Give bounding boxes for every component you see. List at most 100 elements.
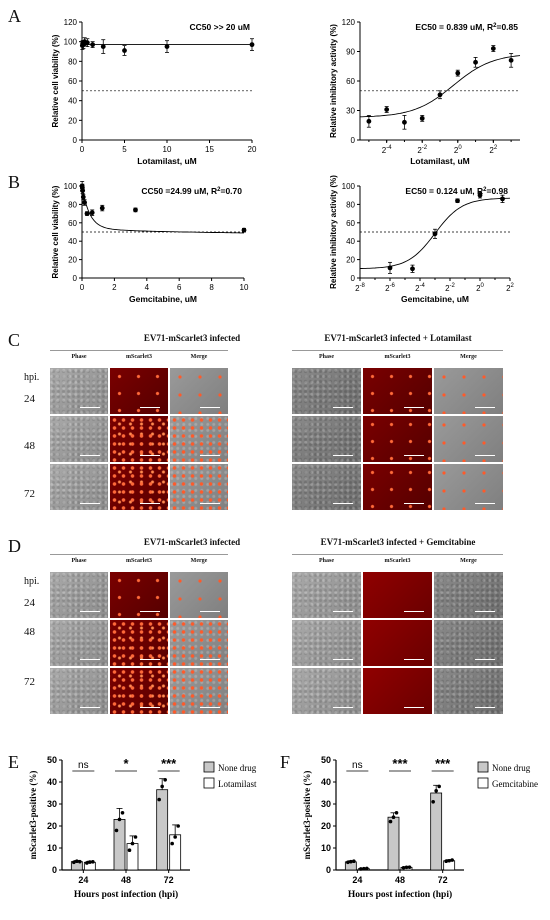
panel-c-left-merge-image xyxy=(170,416,228,462)
B-right-xtick-label: 20 xyxy=(476,283,484,293)
B-left-ytick-label: 100 xyxy=(64,182,78,191)
panel-c-left-header-rule xyxy=(50,350,228,351)
panel-d-hpi-label: hpi. xyxy=(24,576,40,587)
B-right-xtick-label: 2-2 xyxy=(445,283,455,293)
B-right-data-point xyxy=(500,196,505,202)
A-right-ytick-label: 60 xyxy=(346,77,355,86)
E-replicate-point xyxy=(75,859,79,863)
F-replicate-point xyxy=(391,815,396,819)
panel-c-right-phase-image xyxy=(292,416,361,462)
B-right-data-point xyxy=(432,231,438,237)
A-right-data-point xyxy=(473,59,478,65)
scale-bar xyxy=(333,503,353,504)
E-replicate-point xyxy=(114,828,119,833)
scale-bar xyxy=(140,659,160,660)
panel-d-row-48: 48 xyxy=(24,626,35,638)
F-replicate-point xyxy=(450,858,454,862)
F-bar xyxy=(387,816,400,871)
E-sig-label: *** xyxy=(161,756,177,771)
scale-bar xyxy=(404,407,424,408)
E-ytick-label: 40 xyxy=(47,777,57,787)
panel-c-left-column-phase: Phase xyxy=(71,354,87,360)
scale-bar xyxy=(80,611,100,612)
B-left-data-point xyxy=(241,227,247,233)
A-left-data-point xyxy=(90,42,96,48)
scale-bar xyxy=(333,407,353,408)
panel-d-left-phase-image xyxy=(50,572,108,618)
A-right-fit-curve xyxy=(360,55,521,118)
B-right-ytick-label: 60 xyxy=(346,219,355,228)
E-ytick-label: 30 xyxy=(47,799,57,809)
F-ytick-label: 30 xyxy=(321,799,331,809)
panel-c-right-column-phase: Phase xyxy=(319,354,334,360)
B-left-data-point xyxy=(82,200,87,205)
B-left-xtick-label: 4 xyxy=(145,283,150,292)
A-right-xtick-label: 2-2 xyxy=(417,145,427,155)
E-ytick-label: 10 xyxy=(47,843,57,853)
scale-bar xyxy=(140,611,160,612)
A-left-annotation: CC50 >> 20 uM xyxy=(190,22,250,32)
panel-c-left-phase-image xyxy=(50,464,108,510)
panel-d-right-mscarlet3-image xyxy=(363,620,432,666)
panel-d-right-mscarlet3-image xyxy=(363,668,432,714)
E-replicate-point xyxy=(130,841,135,846)
F-legend-swatch xyxy=(477,761,489,773)
scale-bar xyxy=(200,611,220,612)
panel-letter-d: D xyxy=(8,536,21,556)
scale-bar xyxy=(333,455,353,456)
F-replicate-point xyxy=(346,860,350,865)
E-replicate-point xyxy=(157,797,161,802)
A-right-xtick-label: 2-4 xyxy=(382,145,392,155)
A-left-ytick-label: 80 xyxy=(68,57,77,66)
panel-d-right-merge-image xyxy=(434,572,503,618)
panel-d-row-72: 72 xyxy=(24,676,35,688)
panel-c-hpi-label: hpi. xyxy=(24,372,40,383)
A-left-data-point xyxy=(164,44,170,49)
E-replicate-point xyxy=(160,784,164,789)
F-y-label: mScarlet3-positive (%) xyxy=(302,771,312,860)
scale-bar xyxy=(475,455,495,456)
A-left-ytick-label: 40 xyxy=(68,97,77,106)
B-left-data-point xyxy=(99,205,105,211)
B-left-ytick-label: 60 xyxy=(68,219,77,228)
panel-c-right-mscarlet3-image xyxy=(363,464,432,510)
A-left-xtick-label: 10 xyxy=(163,145,172,154)
B-left-ytick-label: 40 xyxy=(68,237,77,246)
panel-d-left-merge-image xyxy=(170,620,228,666)
F-ytick-label: 20 xyxy=(321,821,331,831)
scale-bar xyxy=(404,707,424,708)
scale-bar xyxy=(333,611,353,612)
panel-d-left-mscarlet3-image xyxy=(110,620,168,666)
panel-c-right-merge-image xyxy=(434,368,503,414)
scale-bar xyxy=(200,407,220,408)
scale-bar xyxy=(404,455,424,456)
panel-d-left-phase-image xyxy=(50,668,108,714)
B-left-fit-curve xyxy=(81,185,244,234)
panel-c-left-merge-image xyxy=(170,464,228,510)
A-right-data-point xyxy=(455,70,461,76)
panel-letter-f: F xyxy=(280,752,291,772)
panel-d-right-column-mscarlet3: mScarlet3 xyxy=(384,558,411,564)
scale-bar xyxy=(404,611,424,612)
F-replicate-point xyxy=(447,858,451,863)
B-left-ytick-label: 20 xyxy=(68,256,77,265)
scale-bar xyxy=(333,707,353,708)
B-left-xtick-label: 8 xyxy=(209,283,214,292)
panel-d-left-mscarlet3-image xyxy=(110,668,168,714)
A-right-y-label: Relative inhibitory activity (%) xyxy=(329,24,338,138)
panel-c-left-mscarlet3-image xyxy=(110,416,168,462)
panel-d-left-column-mscarlet3: mScarlet3 xyxy=(126,558,152,564)
B-right-xtick-label: 2-8 xyxy=(355,283,365,293)
A-left-data-point xyxy=(122,48,127,53)
scale-bar xyxy=(200,659,220,660)
E-bar xyxy=(156,789,169,871)
E-replicate-point xyxy=(127,848,132,852)
B-right-y-label: Relative inhibitory activity (%) xyxy=(329,175,338,289)
scale-bar xyxy=(140,707,160,708)
B-right-ytick-label: 0 xyxy=(351,274,356,283)
F-replicate-point xyxy=(407,865,412,869)
F-replicate-point xyxy=(431,800,435,804)
F-bar xyxy=(430,792,443,871)
B-left-ytick-label: 0 xyxy=(73,274,78,283)
